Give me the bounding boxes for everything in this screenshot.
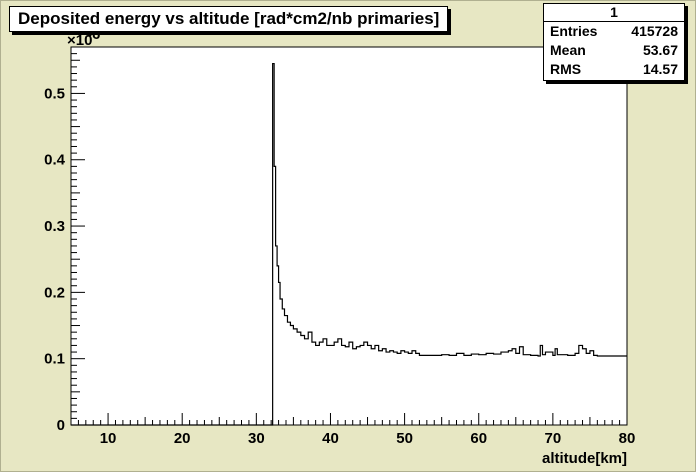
stats-title: 1 bbox=[544, 4, 684, 22]
stats-value: 53.67 bbox=[642, 42, 678, 58]
stats-row-entries: Entries 415728 bbox=[544, 22, 684, 41]
y-tick-label: 0.2 bbox=[44, 284, 65, 301]
x-tick-label: 30 bbox=[248, 430, 265, 447]
stats-value: 415728 bbox=[631, 23, 678, 39]
stats-value: 14.57 bbox=[642, 61, 678, 77]
stats-box: 1 Entries 415728 Mean 53.67 RMS 14.57 bbox=[543, 3, 685, 81]
stats-label: Entries bbox=[550, 23, 598, 39]
x-tick-label: 60 bbox=[470, 430, 487, 447]
y-tick-label: 0 bbox=[57, 417, 65, 434]
stats-label: Mean bbox=[550, 42, 586, 58]
stats-row-mean: Mean 53.67 bbox=[544, 41, 684, 60]
x-tick-label: 20 bbox=[174, 430, 191, 447]
stats-row-rms: RMS 14.57 bbox=[544, 60, 684, 79]
x-tick-label: 10 bbox=[100, 430, 117, 447]
stats-label: RMS bbox=[550, 61, 582, 77]
y-tick-label: 0.3 bbox=[44, 218, 65, 235]
x-tick-label: 40 bbox=[322, 430, 339, 447]
y-tick-label: 0.1 bbox=[44, 351, 65, 368]
chart-title: Deposited energy vs altitude [rad*cm2/nb… bbox=[9, 6, 449, 32]
plot-frame bbox=[70, 46, 628, 426]
x-tick-label: 50 bbox=[396, 430, 413, 447]
x-tick-label: 80 bbox=[619, 430, 636, 447]
x-tick-label: 70 bbox=[545, 430, 562, 447]
histogram-line bbox=[71, 62, 627, 426]
x-axis-title: altitude[km] bbox=[542, 450, 627, 467]
y-tick-label: 0.4 bbox=[44, 152, 66, 169]
y-tick-label: 0.5 bbox=[44, 85, 65, 102]
y-exponent-label: ×10 bbox=[67, 32, 92, 49]
